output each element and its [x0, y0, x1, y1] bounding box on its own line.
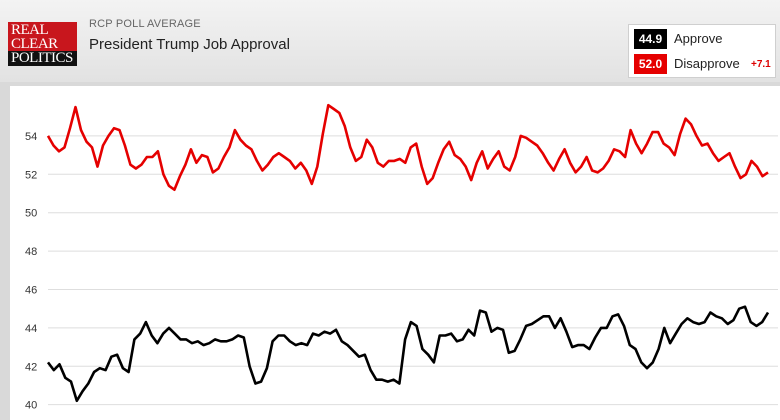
logo-line-3: POLITICS	[8, 51, 77, 66]
approve-label: Approve	[674, 31, 723, 46]
y-tick-label: 48	[25, 246, 37, 258]
chart-header: REAL CLEAR POLITICS RCP POLL AVERAGE Pre…	[0, 0, 780, 82]
plot-panel: 40 42 44 46 48 50 52 54	[10, 86, 780, 420]
logo-line-2: CLEAR	[11, 36, 58, 52]
y-tick-label: 42	[25, 361, 37, 373]
y-tick-label: 52	[25, 169, 37, 181]
disapprove-value-badge: 52.0	[634, 54, 667, 74]
legend-box: 44.9 Approve 52.0 Disapprove +7.1	[628, 24, 776, 78]
spread-value: +7.1	[751, 59, 771, 70]
poll-average-kicker: RCP POLL AVERAGE	[89, 18, 201, 30]
series-line-approve[interactable]	[46, 305, 770, 403]
y-tick-label: 46	[25, 284, 37, 296]
y-tick-label: 50	[25, 208, 37, 220]
y-tick-label: 44	[25, 323, 37, 335]
logo-line-1: REAL	[11, 22, 49, 38]
disapprove-label: Disapprove	[674, 56, 740, 71]
line-chart: 40 42 44 46 48 50 52 54	[25, 103, 778, 412]
approve-value-badge: 44.9	[634, 29, 667, 49]
chart-title: President Trump Job Approval	[89, 36, 290, 53]
series-line-disapprove[interactable]	[46, 103, 769, 191]
y-tick-label: 54	[25, 131, 37, 143]
rcp-logo[interactable]: REAL CLEAR POLITICS	[8, 22, 77, 66]
y-tick-label: 40	[25, 400, 37, 412]
